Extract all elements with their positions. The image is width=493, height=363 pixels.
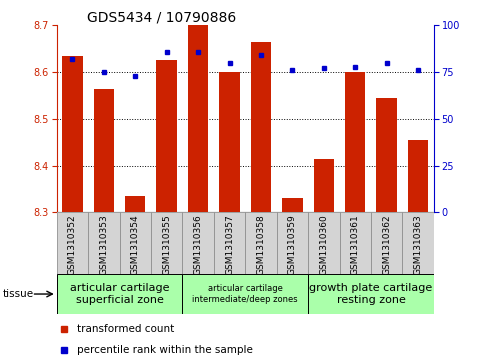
Text: GSM1310352: GSM1310352 (68, 214, 77, 275)
Bar (308, 274, 434, 314)
Bar (282, 198, 303, 212)
Bar (245, 212, 277, 274)
Bar (219, 72, 240, 212)
Bar (182, 274, 308, 314)
Bar (57, 274, 182, 314)
Text: growth plate cartilage
resting zone: growth plate cartilage resting zone (310, 283, 433, 305)
Bar (408, 140, 428, 212)
Bar (251, 42, 271, 212)
Text: percentile rank within the sample: percentile rank within the sample (77, 345, 253, 355)
Bar (94, 89, 114, 212)
Text: GSM1310361: GSM1310361 (351, 214, 360, 275)
Bar (156, 61, 177, 212)
Bar (371, 212, 402, 274)
Bar (345, 72, 365, 212)
Bar (119, 212, 151, 274)
Bar (314, 159, 334, 212)
Bar (125, 196, 145, 212)
Bar (308, 212, 340, 274)
Text: GSM1310359: GSM1310359 (288, 214, 297, 275)
Text: GSM1310362: GSM1310362 (382, 214, 391, 275)
Bar (377, 98, 397, 212)
Text: GSM1310360: GSM1310360 (319, 214, 328, 275)
Bar (88, 212, 119, 274)
Bar (402, 212, 434, 274)
Text: transformed count: transformed count (77, 324, 175, 334)
Bar (151, 212, 182, 274)
Text: GDS5434 / 10790886: GDS5434 / 10790886 (87, 10, 236, 24)
Bar (277, 212, 308, 274)
Bar (188, 25, 209, 212)
Bar (57, 212, 88, 274)
Text: GSM1310353: GSM1310353 (99, 214, 108, 275)
Bar (214, 212, 246, 274)
Text: GSM1310355: GSM1310355 (162, 214, 171, 275)
Bar (182, 212, 214, 274)
Text: articular cartilage
intermediate/deep zones: articular cartilage intermediate/deep zo… (192, 284, 298, 304)
Text: articular cartilage
superficial zone: articular cartilage superficial zone (70, 283, 169, 305)
Text: GSM1310354: GSM1310354 (131, 214, 140, 275)
Text: GSM1310356: GSM1310356 (194, 214, 203, 275)
Text: GSM1310363: GSM1310363 (414, 214, 423, 275)
Text: GSM1310358: GSM1310358 (256, 214, 266, 275)
Text: GSM1310357: GSM1310357 (225, 214, 234, 275)
Text: tissue: tissue (2, 289, 34, 299)
Bar (62, 56, 83, 212)
Bar (340, 212, 371, 274)
